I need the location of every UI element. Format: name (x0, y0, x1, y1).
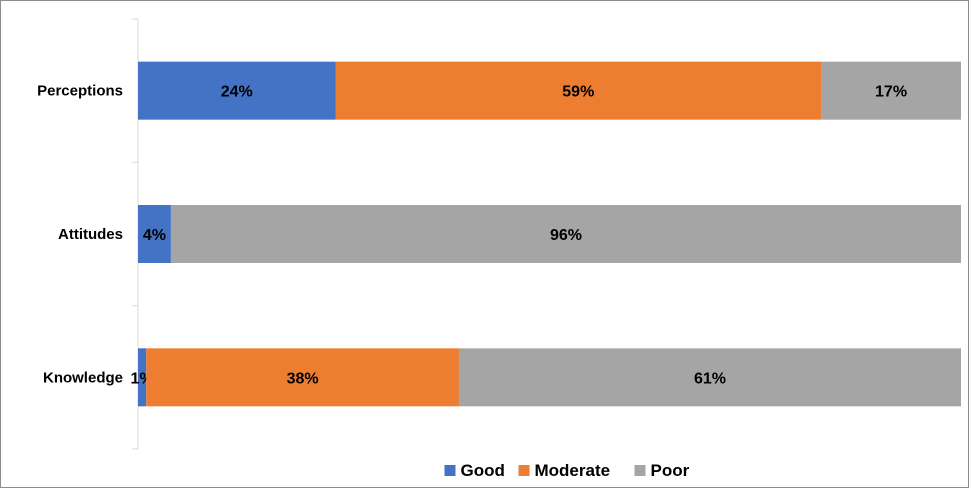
data-label-perceptions-poor: 17% (875, 84, 907, 101)
category-label-knowledge: Knowledge (43, 369, 123, 386)
legend-label-moderate: Moderate (535, 461, 611, 480)
bar-perceptions-moderate (335, 61, 822, 120)
data-label-attitudes-poor: 96% (550, 227, 582, 244)
legend-swatch-good (444, 465, 456, 476)
bar-knowledge-poor (458, 348, 961, 407)
bar-attitudes-poor (170, 205, 962, 263)
category-label-perceptions: Perceptions (37, 83, 123, 100)
bar-attitudes-good (138, 205, 171, 263)
data-label-perceptions-moderate: 59% (562, 84, 594, 101)
legend-swatch-poor (634, 465, 646, 476)
data-label-perceptions-good: 24% (221, 84, 253, 101)
legend-label-good: Good (461, 461, 505, 480)
data-label-attitudes-good: 4% (143, 227, 166, 244)
bar-perceptions-good (138, 61, 336, 120)
bar-knowledge-moderate (146, 348, 459, 407)
bar-knowledge-good (138, 348, 147, 407)
bar-perceptions-poor (821, 61, 961, 120)
category-label-attitudes: Attitudes (58, 226, 123, 243)
legend-swatch-moderate (518, 465, 530, 476)
legend-label-poor: Poor (651, 461, 690, 480)
data-label-knowledge-poor: 61% (694, 370, 726, 387)
data-label-knowledge-moderate: 38% (287, 370, 319, 387)
